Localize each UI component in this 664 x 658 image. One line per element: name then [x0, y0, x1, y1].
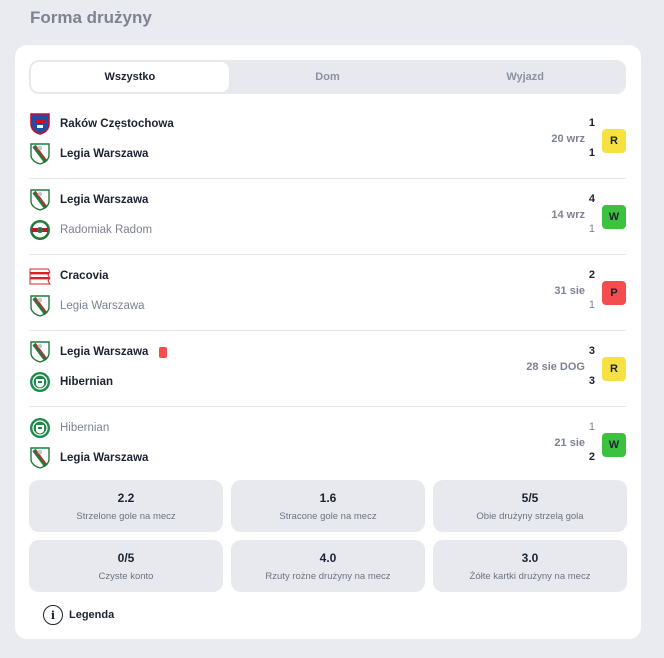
away-team-name: Legia Warszawa: [60, 300, 145, 312]
result-badge: R: [602, 129, 626, 153]
stat-goals-conceded: 1.6 Stracone gole na mecz: [231, 480, 425, 532]
home-team-name: Legia Warszawa: [60, 194, 149, 206]
away-score: 1: [588, 299, 595, 311]
cracovia-crest-icon: [29, 265, 51, 287]
home-score: 3: [588, 345, 595, 357]
match-row[interactable]: Legia Warszawa Hibernian 28 sie DOG 3 3 …: [29, 331, 626, 407]
match-row[interactable]: Cracovia Legia Warszawa 31 sie 2 1 P: [29, 255, 626, 331]
home-score: 2: [588, 269, 595, 281]
home-score: 4: [588, 193, 595, 205]
stat-both-teams-score: 5/5 Obie drużyny strzelą gola: [433, 480, 627, 532]
stat-label: Obie drużyny strzelą gola: [476, 510, 584, 522]
stat-value: 1.6: [319, 490, 337, 505]
stat-value: 5/5: [521, 490, 539, 505]
stat-yellow-cards: 3.0 Żółte kartki drużyny na mecz: [433, 540, 627, 592]
stat-value: 3.0: [521, 550, 539, 565]
match-row[interactable]: Hibernian Legia Warszawa 21 sie 1 2 W: [29, 407, 626, 483]
stat-label: Stracone gole na mecz: [279, 510, 377, 522]
home-score: 1: [588, 117, 595, 129]
legend-button[interactable]: i Legenda: [43, 605, 114, 625]
stat-value: 0/5: [117, 550, 135, 565]
stat-clean-sheets: 0/5 Czyste konto: [29, 540, 223, 592]
hibernian-crest-icon: [29, 371, 51, 393]
away-team-name: Legia Warszawa: [60, 452, 149, 464]
legia-crest-icon: [29, 143, 51, 165]
stat-goals-scored: 2.2 Strzelone gole na mecz: [29, 480, 223, 532]
stats-grid: 2.2 Strzelone gole na mecz 1.6 Stracone …: [29, 480, 627, 592]
home-team-name: Cracovia: [60, 270, 109, 282]
stat-label: Strzelone gole na mecz: [76, 510, 176, 522]
result-badge: W: [602, 433, 626, 457]
away-team-name: Radomiak Radom: [60, 224, 153, 236]
match-date: 14 wrz: [551, 209, 585, 221]
legia-crest-icon: [29, 189, 51, 211]
match-date: 21 sie: [554, 437, 585, 449]
match-date: 20 wrz: [551, 133, 585, 145]
match-list: Raków Częstochowa Legia Warszawa 20 wrz …: [29, 103, 626, 483]
red-card-icon: [159, 346, 168, 358]
home-team-name: Legia Warszawa: [60, 346, 149, 358]
rakow-crest-icon: [29, 113, 51, 135]
stat-label: Żółte kartki drużyny na mecz: [469, 570, 591, 582]
away-team-name: Legia Warszawa: [60, 148, 149, 160]
match-date: 31 sie: [554, 285, 585, 297]
home-team-name: Hibernian: [60, 422, 110, 434]
match-row[interactable]: Legia Warszawa Radomiak Radom 14 wrz 4 1…: [29, 179, 626, 255]
home-team-name: Raków Częstochowa: [60, 118, 174, 130]
stat-label: Czyste konto: [98, 570, 154, 582]
match-date: 28 sie DOG: [526, 361, 585, 373]
result-badge: R: [602, 357, 626, 381]
legia-crest-icon: [29, 341, 51, 363]
team-form-card: Wszystko Dom Wyjazd Raków Częstochowa Le…: [15, 45, 641, 639]
stat-label: Rzuty rożne drużyny na mecz: [265, 570, 391, 582]
info-icon: i: [43, 605, 63, 625]
away-score: 3: [588, 375, 595, 387]
away-score: 1: [588, 223, 595, 235]
page-title: Forma drużyny: [30, 8, 152, 27]
filter-tabs: Wszystko Dom Wyjazd: [29, 60, 626, 94]
match-row[interactable]: Raków Częstochowa Legia Warszawa 20 wrz …: [29, 103, 626, 179]
tab-home[interactable]: Dom: [315, 71, 340, 83]
stat-corners: 4.0 Rzuty rożne drużyny na mecz: [231, 540, 425, 592]
away-team-name: Hibernian: [60, 376, 114, 388]
legia-crest-icon: [29, 447, 51, 469]
hibernian-crest-icon: [29, 417, 51, 439]
stat-value: 2.2: [117, 490, 135, 505]
stat-value: 4.0: [319, 550, 337, 565]
legia-crest-icon: [29, 295, 51, 317]
away-score: 2: [588, 451, 595, 463]
legend-label: Legenda: [69, 609, 115, 621]
tab-away[interactable]: Wyjazd: [506, 71, 545, 83]
radomiak-crest-icon: [29, 219, 51, 241]
result-badge: P: [602, 281, 626, 305]
result-badge: W: [602, 205, 626, 229]
home-score: 1: [588, 421, 595, 433]
away-score: 1: [588, 147, 595, 159]
tab-all[interactable]: Wszystko: [31, 62, 229, 92]
